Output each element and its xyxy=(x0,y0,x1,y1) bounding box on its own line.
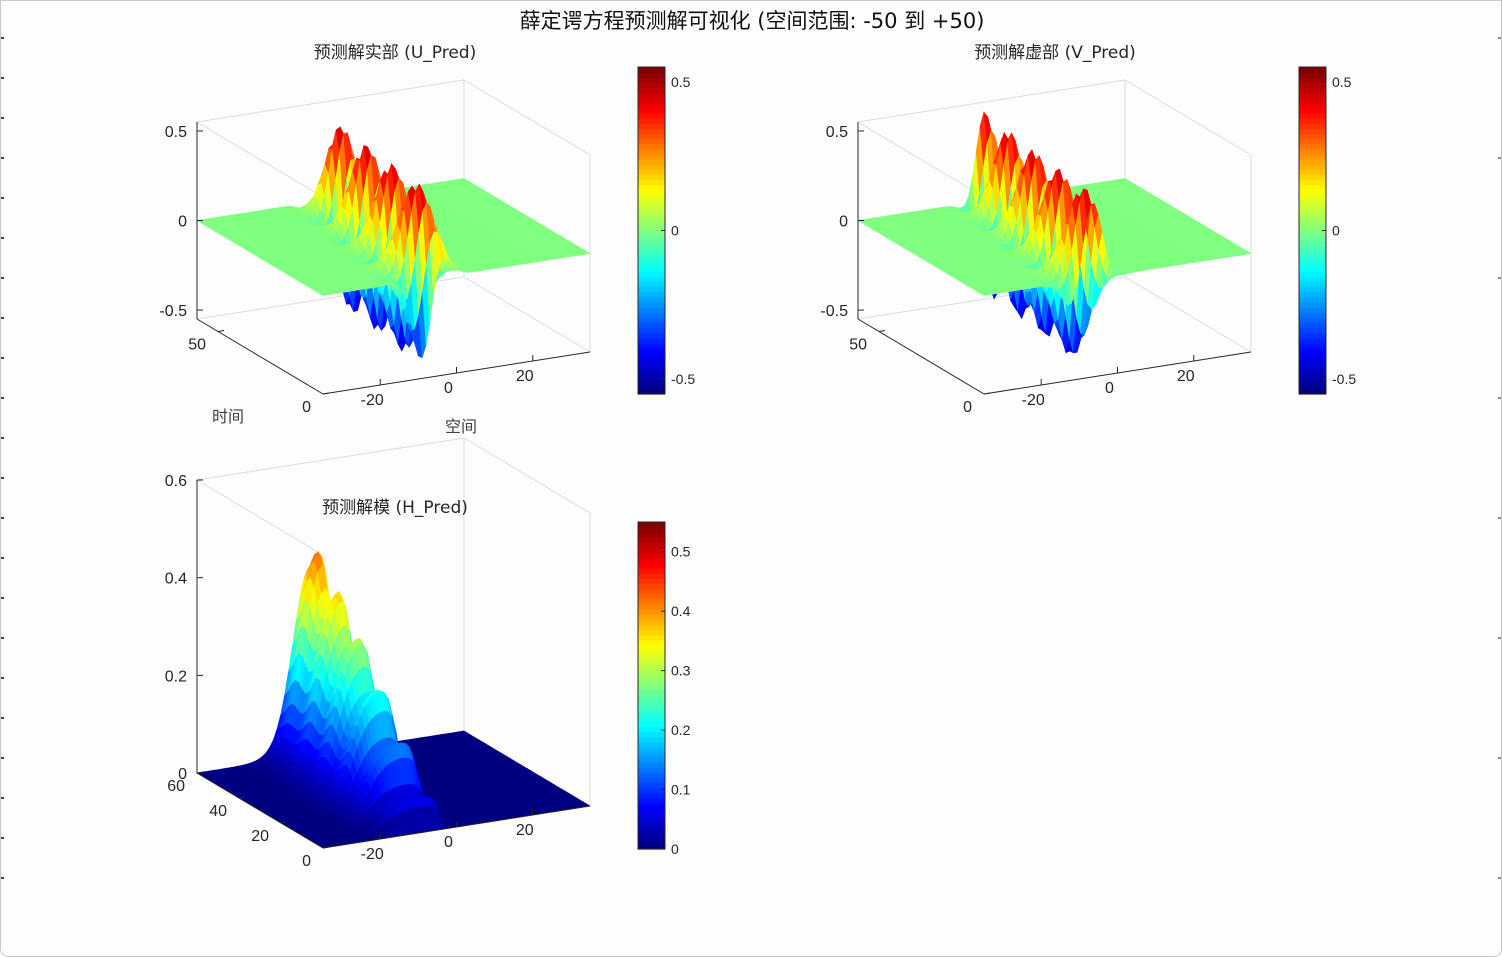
colorbar-segment xyxy=(638,102,665,109)
z-tick-label: 0.5 xyxy=(165,124,187,141)
colorbar-segment xyxy=(638,368,665,375)
colorbar-segment xyxy=(638,312,665,318)
colorbar-segment xyxy=(638,72,665,78)
colorbar-segment xyxy=(638,363,665,370)
colorbar-segment xyxy=(638,220,665,226)
colorbar-segment xyxy=(638,307,665,313)
colorbar-segment xyxy=(638,194,665,201)
colorbar-segment xyxy=(638,256,665,262)
colorbar: -0.5 0 0.5 xyxy=(637,66,695,395)
colorbar-segment xyxy=(638,230,665,237)
colorbar-tick-label: 0 xyxy=(671,223,679,239)
colorbar-segment xyxy=(638,327,665,334)
figure-title: 薛定谔方程预测解可视化 (空间范围: -50 到 +50) xyxy=(519,9,985,33)
y-tick-label: 0 xyxy=(302,399,311,416)
colorbar-segment xyxy=(638,250,665,257)
colorbar-segment xyxy=(638,148,665,155)
grid-line xyxy=(857,121,985,198)
grid-line xyxy=(196,121,324,198)
colorbar-segment xyxy=(638,332,665,339)
colorbar-segment xyxy=(638,128,665,135)
grid-line xyxy=(463,276,591,353)
colorbar-segment xyxy=(638,174,665,181)
colorbar-segment xyxy=(638,276,665,283)
colorbar-segment xyxy=(638,77,665,83)
x-axis-label: 空间 xyxy=(445,417,477,436)
window-right-edge xyxy=(1498,37,1501,917)
colorbar-segment xyxy=(638,302,665,308)
colorbar-segment xyxy=(638,215,665,221)
z-tick-label: -0.5 xyxy=(159,303,187,320)
grid-line xyxy=(1124,79,1252,156)
grid-line xyxy=(857,79,1126,123)
axis-line xyxy=(196,318,324,395)
colorbar-segment xyxy=(638,266,665,272)
colorbar-segment xyxy=(638,296,665,303)
colorbar-segment xyxy=(638,123,665,129)
colorbar-segment xyxy=(638,235,665,242)
colorbar-segment xyxy=(638,225,665,232)
colorbar-segment xyxy=(638,107,665,114)
colorbar-segment xyxy=(638,138,665,145)
colorbar-segment xyxy=(638,164,665,170)
colorbar-segment xyxy=(638,291,665,298)
colorbar-segment xyxy=(638,378,665,385)
colorbar-segment xyxy=(638,204,665,211)
colorbar-segment xyxy=(638,210,665,216)
y-tick-mark xyxy=(217,330,225,332)
colorbar-segment xyxy=(638,353,665,359)
colorbar-segment xyxy=(638,153,665,160)
colorbar-tick-label: -0.5 xyxy=(671,371,695,387)
colorbar-segment xyxy=(638,322,665,329)
y-tick-label: 50 xyxy=(188,337,206,354)
colorbar-segment xyxy=(638,199,665,206)
colorbar-segment xyxy=(638,337,665,344)
surface xyxy=(196,126,591,359)
colorbar-tick-label: 0.5 xyxy=(671,74,691,90)
colorbar-segment xyxy=(638,184,665,191)
colorbar-segment xyxy=(638,67,665,73)
x-tick-label: 0 xyxy=(444,380,453,397)
colorbar-segment xyxy=(638,92,665,99)
colorbar-segment xyxy=(638,348,665,354)
colorbar-segment xyxy=(638,189,665,196)
z-tick-label: 0 xyxy=(178,214,187,231)
colorbar-segment xyxy=(638,87,665,94)
colorbar-segment xyxy=(638,261,665,267)
grid-line xyxy=(463,79,591,156)
colorbar-segment xyxy=(638,271,665,278)
x-tick-label: 20 xyxy=(516,368,534,385)
x-tick-label: -20 xyxy=(361,392,384,409)
grid-line xyxy=(1124,276,1252,353)
colorbar-segment xyxy=(638,373,665,380)
colorbar-segment xyxy=(638,342,665,349)
colorbar-segment xyxy=(638,118,665,124)
colorbar-segment xyxy=(638,358,665,364)
colorbar-segment xyxy=(638,112,665,119)
colorbar-segment xyxy=(638,317,665,324)
colorbar-segment xyxy=(638,169,665,175)
colorbar-segment xyxy=(638,240,665,247)
colorbar-segment xyxy=(638,179,665,186)
window-left-edge xyxy=(1,37,4,917)
colorbar-segment xyxy=(638,383,665,390)
colorbar-segment xyxy=(638,133,665,140)
y-tick-mark xyxy=(322,392,330,395)
colorbar-segment xyxy=(638,143,665,150)
y-axis-label: 时间 xyxy=(212,407,244,426)
subplot-title: 预测解实部 (U_Pred) xyxy=(314,43,476,63)
colorbar-segment xyxy=(638,82,665,89)
colorbar-segment xyxy=(638,158,665,165)
colorbar-segment xyxy=(638,281,665,288)
colorbar-segment xyxy=(638,97,665,104)
grid-line xyxy=(196,79,465,123)
colorbar-segment xyxy=(638,286,665,293)
colorbar-segment xyxy=(638,245,665,252)
